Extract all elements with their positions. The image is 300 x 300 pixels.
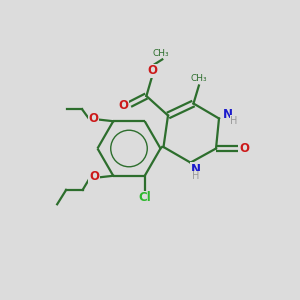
Text: O: O (239, 142, 249, 155)
Text: CH₃: CH₃ (190, 74, 207, 83)
Text: H: H (192, 171, 200, 182)
Text: O: O (89, 170, 99, 183)
Text: N: N (222, 108, 233, 122)
Text: H: H (230, 116, 238, 126)
Text: O: O (118, 99, 128, 112)
Text: N: N (191, 163, 201, 176)
Text: O: O (147, 64, 158, 77)
Text: O: O (88, 112, 98, 125)
Text: Cl: Cl (138, 191, 151, 204)
Text: CH₃: CH₃ (152, 49, 169, 58)
